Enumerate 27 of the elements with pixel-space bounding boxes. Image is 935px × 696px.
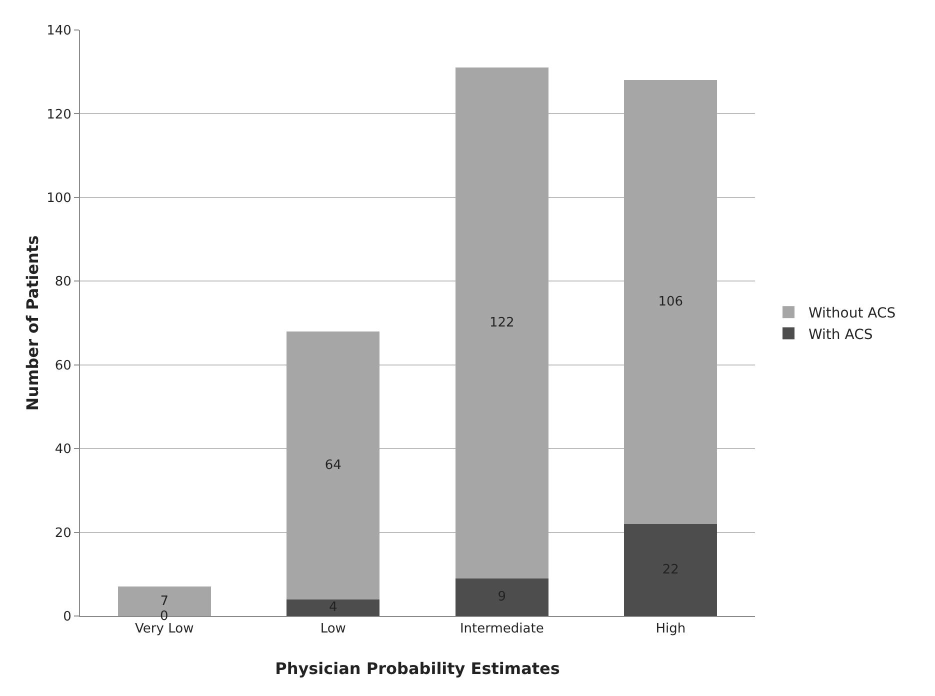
- x-tick-label: High: [656, 622, 686, 637]
- bar: [455, 68, 548, 578]
- y-tick-label: 40: [54, 442, 72, 458]
- y-tick-label: 100: [46, 190, 72, 206]
- y-tick-label: 140: [46, 24, 72, 39]
- bar: [286, 331, 380, 600]
- data-label: 7: [160, 594, 169, 609]
- y-tick-label: 120: [46, 107, 72, 122]
- bar: [624, 80, 718, 524]
- bar: [624, 524, 718, 616]
- bar: [286, 599, 380, 616]
- bar: [455, 578, 548, 616]
- legend-label: Without ACS: [808, 306, 896, 322]
- y-tick-label: 20: [54, 526, 72, 541]
- x-tick-label: Very Low: [135, 622, 194, 637]
- x-axis-title: Physician Probability Estimates: [275, 659, 560, 678]
- legend-label: With ACS: [808, 326, 873, 343]
- data-label: 122: [489, 316, 514, 330]
- y-axis-title: Number of Patients: [23, 235, 42, 411]
- data-label: 106: [658, 294, 684, 310]
- y-tick-label: 80: [54, 274, 72, 290]
- y-tick-label: 60: [54, 358, 72, 374]
- data-label: 0: [160, 609, 168, 624]
- x-tick-label: Intermediate: [460, 622, 544, 637]
- x-tick-label: Low: [320, 622, 346, 637]
- y-tick-label: 0: [63, 610, 72, 625]
- data-label: 64: [324, 458, 342, 473]
